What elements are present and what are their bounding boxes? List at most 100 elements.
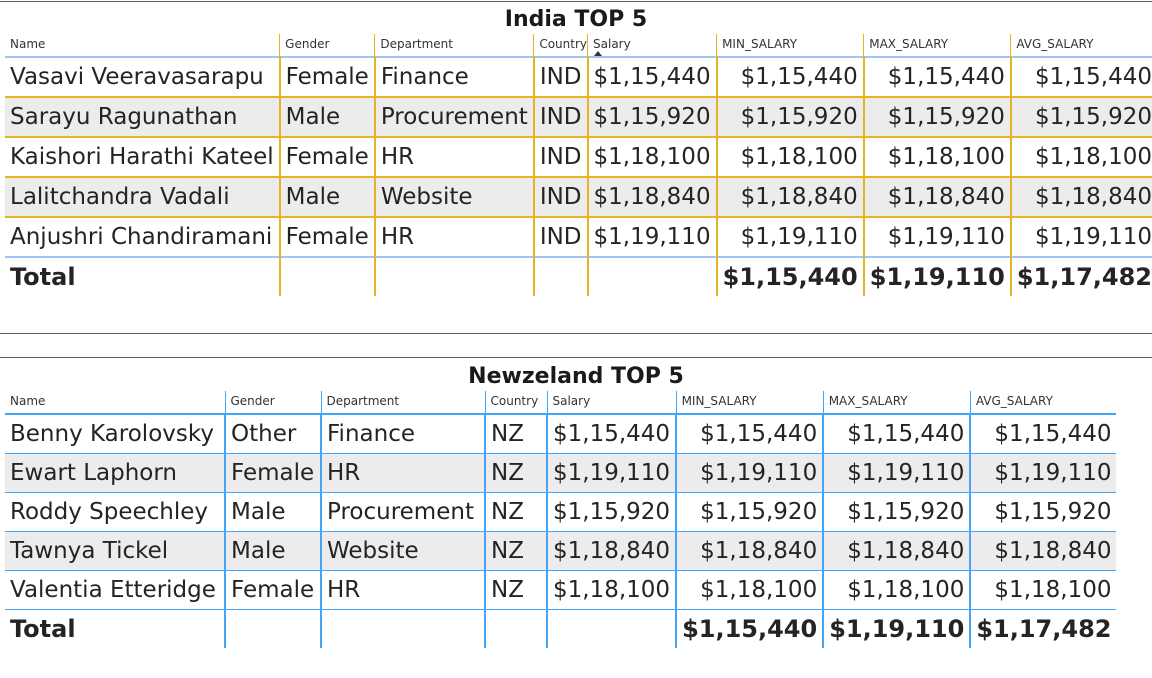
column-header-avg-salary[interactable]: AVG_SALARY	[975, 394, 1053, 408]
cell-country: NZ	[485, 492, 548, 532]
cell-department: Procurement	[321, 492, 486, 532]
total-row[interactable]: Total $1,15,440 $1,19,110 $1,17,482	[5, 609, 1116, 648]
total-min-salary: $1,15,440	[716, 257, 865, 296]
cell-gender: Female	[225, 453, 322, 493]
cell-min-salary: $1,18,840	[676, 531, 825, 571]
total-avg-salary: $1,17,482	[976, 615, 1112, 643]
column-header-name[interactable]: Name	[5, 391, 226, 414]
cell-country: IND	[533, 137, 589, 177]
cell-avg-salary: $1,18,100	[994, 577, 1112, 603]
cell-country: IND	[533, 217, 589, 257]
cell-max-salary: $1,18,840	[823, 531, 972, 571]
column-header-salary[interactable]: Salary	[587, 34, 718, 57]
cell-department: HR	[321, 453, 486, 493]
cell-name: Benny Karolovsky	[5, 414, 226, 454]
table-row[interactable]: Kaishori Harathi Kateel Female HR IND $1…	[5, 137, 1152, 177]
column-header-label: Salary	[593, 37, 631, 51]
column-header-max-salary[interactable]: MAX_SALARY	[863, 34, 1012, 57]
cell-min-salary: $1,18,840	[716, 177, 865, 217]
total-gender	[225, 609, 322, 648]
newzeland-table[interactable]: Name Gender Department Country Salary MI…	[5, 391, 1117, 648]
india-table[interactable]: Name Gender Department Country Salary MI…	[5, 34, 1152, 296]
column-header-min-salary[interactable]: MIN_SALARY	[676, 391, 824, 414]
column-header-department[interactable]: Department	[321, 391, 486, 414]
cell-department: HR	[321, 570, 486, 610]
cell-avg-salary: $1,15,920	[994, 499, 1112, 525]
cell-avg-salary: $1,15,920	[1034, 104, 1152, 130]
cell-department: Finance	[374, 57, 535, 97]
total-max-salary: $1,19,110	[823, 609, 972, 648]
table-row[interactable]: Ewart Laphorn Female HR NZ $1,19,110 $1,…	[5, 453, 1117, 493]
table-row[interactable]: Vasavi Veeravasarapu Female Finance IND …	[5, 57, 1152, 97]
india-table-visual[interactable]: India TOP 5 Name Gender Department Count…	[0, 6, 1152, 332]
cell-gender: Female	[279, 217, 376, 257]
column-header-gender[interactable]: Gender	[225, 391, 322, 414]
total-row[interactable]: Total $1,15,440 $1,19,110 $1,17,482	[5, 257, 1152, 296]
cell-max-salary: $1,15,440	[863, 57, 1012, 97]
total-department	[321, 609, 486, 648]
table-row[interactable]: Valentia Etteridge Female HR NZ $1,18,10…	[5, 570, 1117, 610]
table-row[interactable]: Tawnya Tickel Male Website NZ $1,18,840 …	[5, 531, 1117, 571]
cell-salary: $1,18,100	[587, 137, 718, 177]
cell-name: Sarayu Ragunathan	[5, 97, 281, 137]
cell-min-salary: $1,18,100	[676, 570, 825, 610]
total-salary	[547, 609, 678, 648]
cell-country: NZ	[485, 531, 548, 571]
visual-bottom-border	[0, 333, 1152, 334]
column-header-department[interactable]: Department	[374, 34, 535, 57]
column-header-min-salary[interactable]: MIN_SALARY	[716, 34, 865, 57]
cell-avg-salary: $1,18,100	[1034, 144, 1152, 170]
table-row[interactable]: Benny Karolovsky Other Finance NZ $1,15,…	[5, 414, 1117, 454]
visual-top-border-2	[0, 357, 1152, 358]
cell-gender: Female	[225, 570, 322, 610]
cell-department: Website	[321, 531, 486, 571]
visual-title: India TOP 5	[504, 7, 648, 32]
cell-salary: $1,15,440	[587, 57, 718, 97]
cell-country: IND	[533, 177, 589, 217]
cell-name: Valentia Etteridge	[5, 570, 226, 610]
cell-country: IND	[533, 57, 589, 97]
cell-gender: Other	[225, 414, 322, 454]
cell-min-salary: $1,15,920	[716, 97, 865, 137]
total-country	[485, 609, 548, 648]
cell-max-salary: $1,19,110	[863, 217, 1012, 257]
cell-gender: Female	[279, 137, 376, 177]
column-header-country[interactable]: Country	[485, 391, 548, 414]
column-header-gender[interactable]: Gender	[279, 34, 376, 57]
cell-avg-salary: $1,15,440	[994, 421, 1112, 447]
cell-gender: Male	[225, 531, 322, 571]
cell-max-salary: $1,18,840	[863, 177, 1012, 217]
cell-max-salary: $1,15,440	[823, 414, 972, 454]
cell-name: Roddy Speechley	[5, 492, 226, 532]
cell-max-salary: $1,18,100	[823, 570, 972, 610]
cell-gender: Male	[279, 177, 376, 217]
cell-avg-salary: $1,18,840	[1034, 184, 1152, 210]
cell-min-salary: $1,15,920	[676, 492, 825, 532]
column-header-country[interactable]: Country	[533, 34, 589, 57]
table-row[interactable]: Sarayu Ragunathan Male Procurement IND $…	[5, 97, 1152, 137]
cell-avg-salary: $1,15,440	[1034, 64, 1152, 90]
cell-min-salary: $1,18,100	[716, 137, 865, 177]
total-country	[533, 257, 589, 296]
cell-avg-salary: $1,19,110	[994, 460, 1112, 486]
total-min-salary: $1,15,440	[676, 609, 825, 648]
cell-salary: $1,15,920	[547, 492, 678, 532]
cell-salary: $1,18,840	[547, 531, 678, 571]
cell-country: NZ	[485, 570, 548, 610]
cell-name: Ewart Laphorn	[5, 453, 226, 493]
sort-ascending-icon[interactable]	[594, 51, 603, 56]
column-header-salary[interactable]: Salary	[547, 391, 677, 414]
table-row[interactable]: Lalitchandra Vadali Male Website IND $1,…	[5, 177, 1152, 217]
column-header-max-salary[interactable]: MAX_SALARY	[823, 391, 971, 414]
cell-department: Procurement	[374, 97, 535, 137]
column-header-avg-salary[interactable]: AVG_SALARY	[1016, 37, 1094, 51]
cell-salary: $1,18,840	[587, 177, 718, 217]
cell-department: HR	[374, 217, 535, 257]
table-row[interactable]: Anjushri Chandiramani Female HR IND $1,1…	[5, 217, 1152, 257]
column-header-name[interactable]: Name	[5, 34, 281, 57]
cell-salary: $1,19,110	[547, 453, 678, 493]
table-row[interactable]: Roddy Speechley Male Procurement NZ $1,1…	[5, 492, 1117, 532]
cell-min-salary: $1,15,440	[716, 57, 865, 97]
newzeland-table-visual[interactable]: Newzeland TOP 5 Name Gender Department C…	[0, 363, 1152, 663]
cell-min-salary: $1,19,110	[676, 453, 825, 493]
